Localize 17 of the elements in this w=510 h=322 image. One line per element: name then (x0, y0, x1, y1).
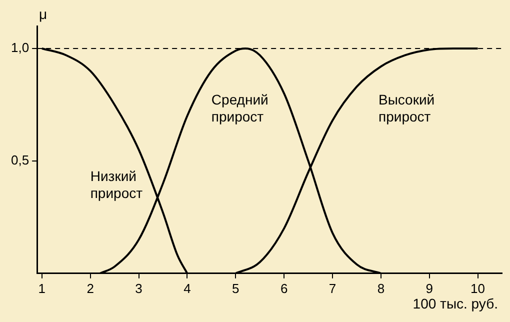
x-tick-label: 5 (232, 280, 240, 296)
x-tick-label: 2 (86, 280, 94, 296)
x-tick-label: 10 (470, 280, 486, 296)
x-tick-label: 4 (184, 280, 191, 296)
x-tick-label: 6 (280, 280, 288, 296)
y-axis-title: μ (39, 6, 48, 22)
x-tick-label: 7 (328, 280, 336, 296)
x-tick-label: 9 (426, 280, 433, 296)
x-axis-title: 100 тыс. руб. (412, 295, 498, 312)
y-tick-label: 0,5 (10, 152, 30, 168)
y-tick-label: 1,0 (10, 40, 30, 56)
x-tick-label: 1 (38, 280, 46, 296)
series-label: Высокий прирост (378, 91, 435, 124)
series-label: Низкий прирост (90, 168, 144, 201)
series-label: Средний прирост (211, 91, 268, 124)
x-tick-label: 3 (135, 280, 142, 296)
x-tick-label: 8 (377, 280, 385, 296)
